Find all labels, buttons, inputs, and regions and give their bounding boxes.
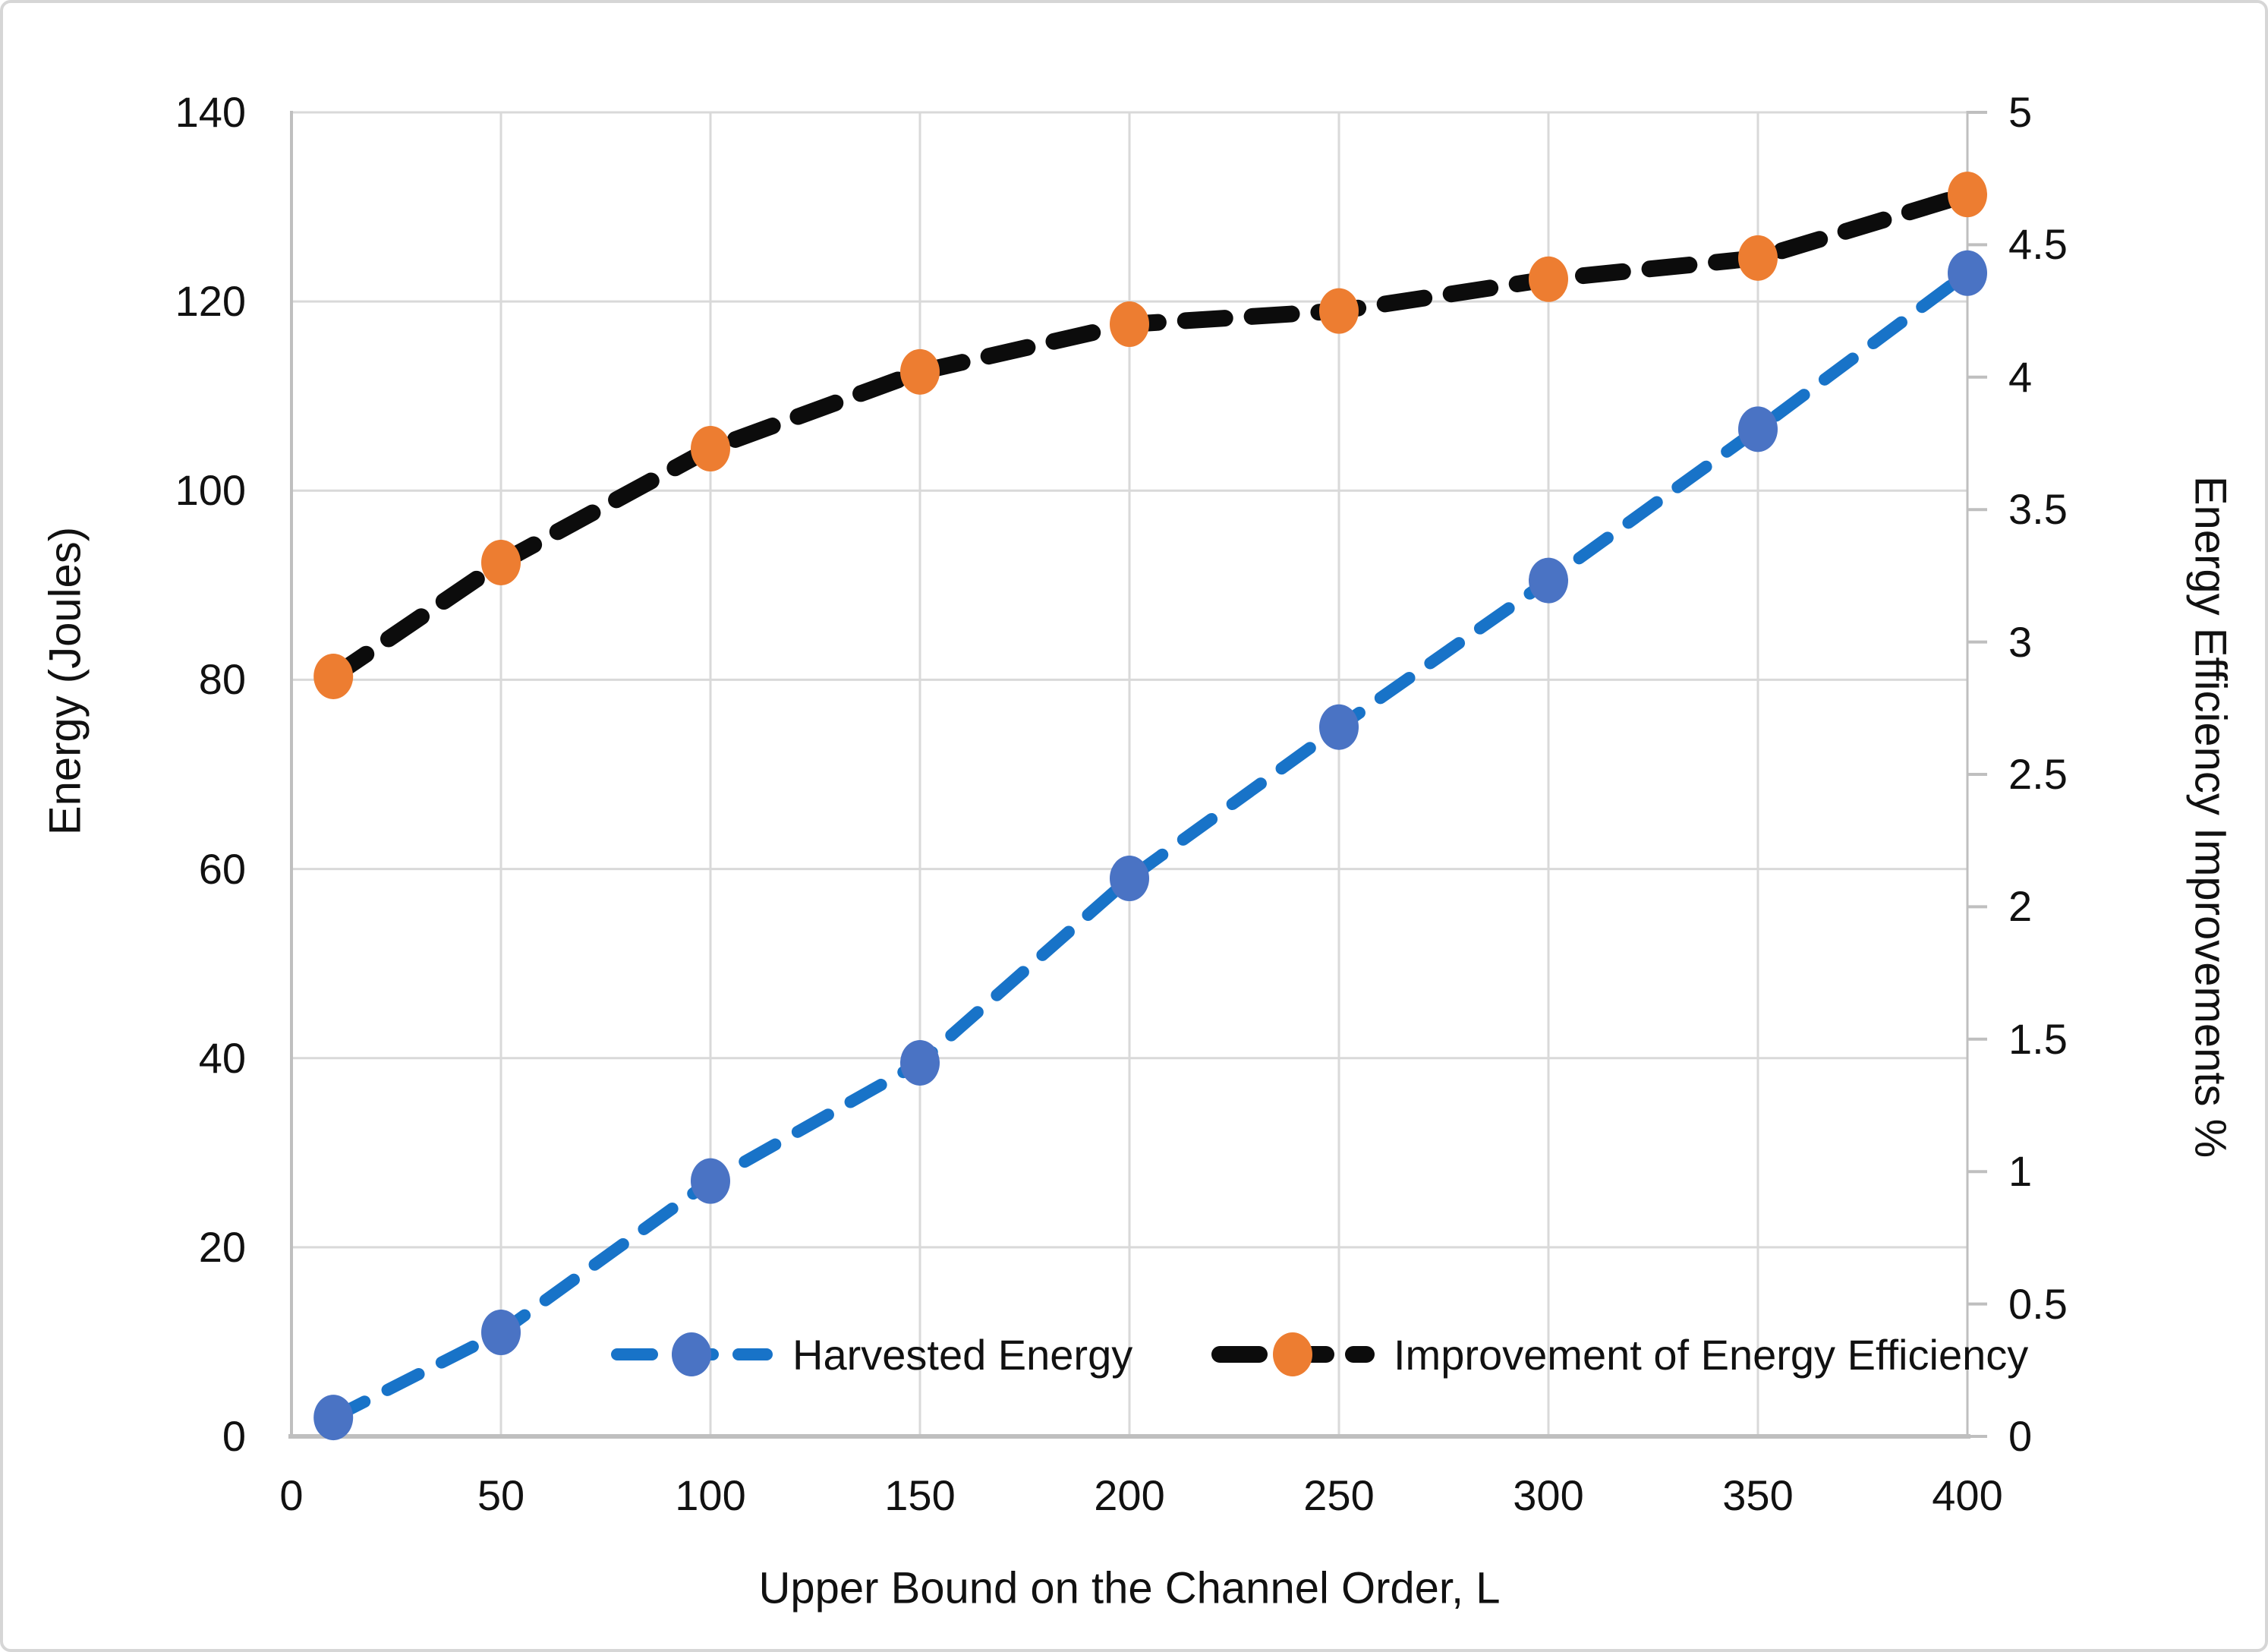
data-point-marker: [1110, 856, 1149, 902]
data-point-marker: [1110, 301, 1149, 348]
y-axis-right-title: Energy Efficiency Improvements %: [2185, 475, 2235, 1159]
x-tick-label: 100: [675, 1471, 746, 1519]
data-point-marker: [481, 539, 521, 585]
x-tick-label: 400: [1932, 1471, 2003, 1519]
data-point-marker: [313, 653, 354, 699]
y-right-tick-label: 0: [2008, 1412, 2033, 1460]
legend-label-harvested-energy: Harvested Energy: [792, 1330, 1133, 1379]
x-tick-label: 300: [1513, 1471, 1584, 1519]
data-point-marker: [313, 1395, 354, 1441]
y-left-tick-label: 60: [198, 844, 246, 893]
data-point-marker: [1738, 406, 1778, 452]
x-tick-label: 150: [884, 1471, 956, 1519]
data-point-marker: [1529, 256, 1568, 302]
y-left-tick-label: 0: [222, 1412, 246, 1460]
y-right-tick-label: 4: [2008, 352, 2033, 401]
x-tick-label: 50: [477, 1471, 525, 1519]
y-right-tick-label: 3: [2008, 617, 2033, 666]
data-point-marker: [900, 1039, 940, 1086]
legend-label-improvement-energy-efficiency: Improvement of Energy Efficiency: [1394, 1330, 2029, 1379]
x-tick-label: 250: [1303, 1471, 1375, 1519]
y-left-tick-label: 80: [198, 655, 246, 704]
x-tick-label: 200: [1094, 1471, 1165, 1519]
x-axis-title: Upper Bound on the Channel Order, L: [758, 1563, 1501, 1613]
y-left-tick-label: 120: [175, 277, 246, 326]
y-right-tick-label: 4.5: [2008, 220, 2068, 269]
y-right-tick-label: 1.5: [2008, 1014, 2068, 1063]
y-right-tick-label: 2.5: [2008, 750, 2068, 798]
data-point-marker: [1319, 288, 1359, 334]
legend-item-harvested-energy: Harvested Energy: [611, 1327, 1133, 1382]
data-point-marker: [900, 348, 940, 395]
y-axis-left-title: Energy (Joules): [40, 526, 90, 836]
data-point-marker: [1948, 250, 1987, 296]
legend-sample-harvested-energy-line: [611, 1332, 773, 1376]
y-left-tick-label: 140: [175, 88, 246, 136]
y-left-tick-label: 20: [198, 1222, 246, 1271]
y-left-tick-label: 100: [175, 466, 246, 515]
legend-item-improvement-energy-efficiency: Improvement of Energy Efficiency: [1211, 1327, 2029, 1382]
data-point-marker: [1319, 704, 1359, 750]
data-point-marker: [691, 1158, 730, 1204]
y-right-tick-label: 3.5: [2008, 485, 2068, 534]
y-right-tick-label: 2: [2008, 882, 2033, 931]
data-point-marker: [1529, 557, 1568, 604]
x-tick-label: 0: [279, 1471, 304, 1519]
x-tick-label: 350: [1722, 1471, 1794, 1519]
series-line-improvement-energy-efficiency: [325, 186, 1976, 685]
data-point-marker: [481, 1309, 521, 1355]
data-point-marker: [1738, 235, 1778, 281]
y-right-tick-label: 1: [2008, 1147, 2033, 1196]
data-point-marker: [1948, 172, 1987, 218]
series-line-harvested-energy: [327, 266, 1973, 1424]
y-left-tick-label: 40: [198, 1033, 246, 1082]
legend-sample-improvement-line: [1211, 1332, 1375, 1376]
data-point-marker: [691, 425, 730, 471]
y-right-tick-label: 0.5: [2008, 1279, 2068, 1328]
y-right-tick-label: 5: [2008, 88, 2033, 136]
plot-area: [288, 111, 1987, 1441]
